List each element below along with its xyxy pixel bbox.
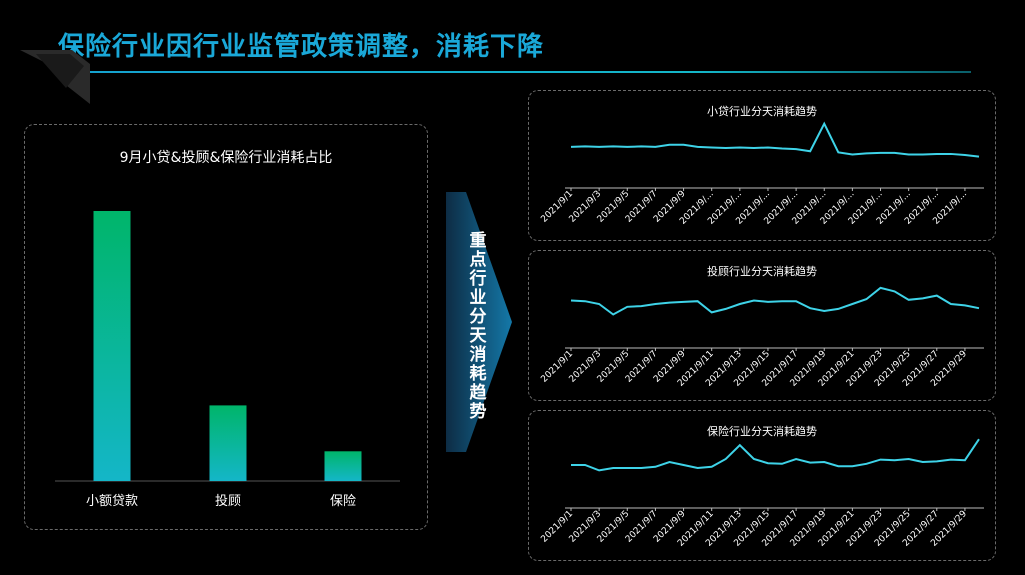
- bar-chart-panel: 9月小贷&投顾&保险行业消耗占比 小额贷款 投顾 保险: [24, 124, 428, 530]
- line-chart-panel-advisor: 投顾行业分天消耗趋势 2021/9/1 2021/9/3 2021/9/5 2021/…: [528, 250, 996, 401]
- insurance-chart-title: 保险行业分天消耗趋势: [707, 425, 817, 438]
- series-line: [570, 121, 980, 158]
- bar: [209, 405, 247, 481]
- arrow-label-char: 消: [469, 345, 487, 365]
- arrow-connector: [446, 192, 512, 452]
- arrow-label-char: 点: [469, 250, 487, 270]
- bar-chart: 小额贷款 投顾 保险: [55, 211, 400, 509]
- loan-line-chart: 2021/9/12021/9/32021/9/52021/9/72021/9/9…: [539, 121, 984, 227]
- arrow-label-char: 行: [469, 269, 487, 289]
- bar: [324, 451, 362, 481]
- arrow-label-char: 业: [469, 288, 487, 308]
- arrow-label-char: 分: [469, 307, 487, 327]
- bar-category-label: 投顾: [215, 493, 241, 509]
- advisor-chart-title: 投顾行业分天消耗趋势: [707, 265, 817, 278]
- advisor-line-chart: 2021/9/12021/9/32021/9/52021/9/72021/9/9…: [539, 286, 984, 389]
- arrow-label: 重点行业分天消耗趋势: [463, 232, 493, 422]
- series-line: [570, 286, 980, 316]
- corner-decoration: [20, 50, 90, 104]
- line-chart-panel-loan: 小贷行业分天消耗趋势 2021/9/1 2021/9/3 2021/9/5 2021/…: [528, 90, 996, 241]
- page-title: 保险行业因行业监管政策调整，消耗下降: [58, 32, 545, 62]
- loan-chart-title: 小贷行业分天消耗趋势: [707, 105, 817, 118]
- title-divider: [56, 71, 971, 73]
- arrow-label-char: 重: [469, 231, 487, 251]
- arrow-label-char: 势: [469, 402, 487, 422]
- bar-category-label: 小额贷款: [86, 494, 138, 509]
- line-chart-panel-insurance: 保险行业分天消耗趋势 2021/9/1 2021/9/3 2021/9/5 2021/…: [528, 410, 996, 561]
- bar: [93, 211, 131, 481]
- arrow-label-char: 天: [469, 326, 487, 346]
- arrow-label-char: 耗: [469, 364, 487, 384]
- series-line: [571, 438, 980, 472]
- arrow-label-char: 趋: [469, 383, 487, 403]
- bar-chart-title: 9月小贷&投顾&保险行业消耗占比: [119, 150, 333, 166]
- insurance-line-chart: 2021/9/12021/9/32021/9/52021/9/72021/9/9…: [539, 438, 984, 549]
- bar-category-label: 保险: [330, 494, 356, 509]
